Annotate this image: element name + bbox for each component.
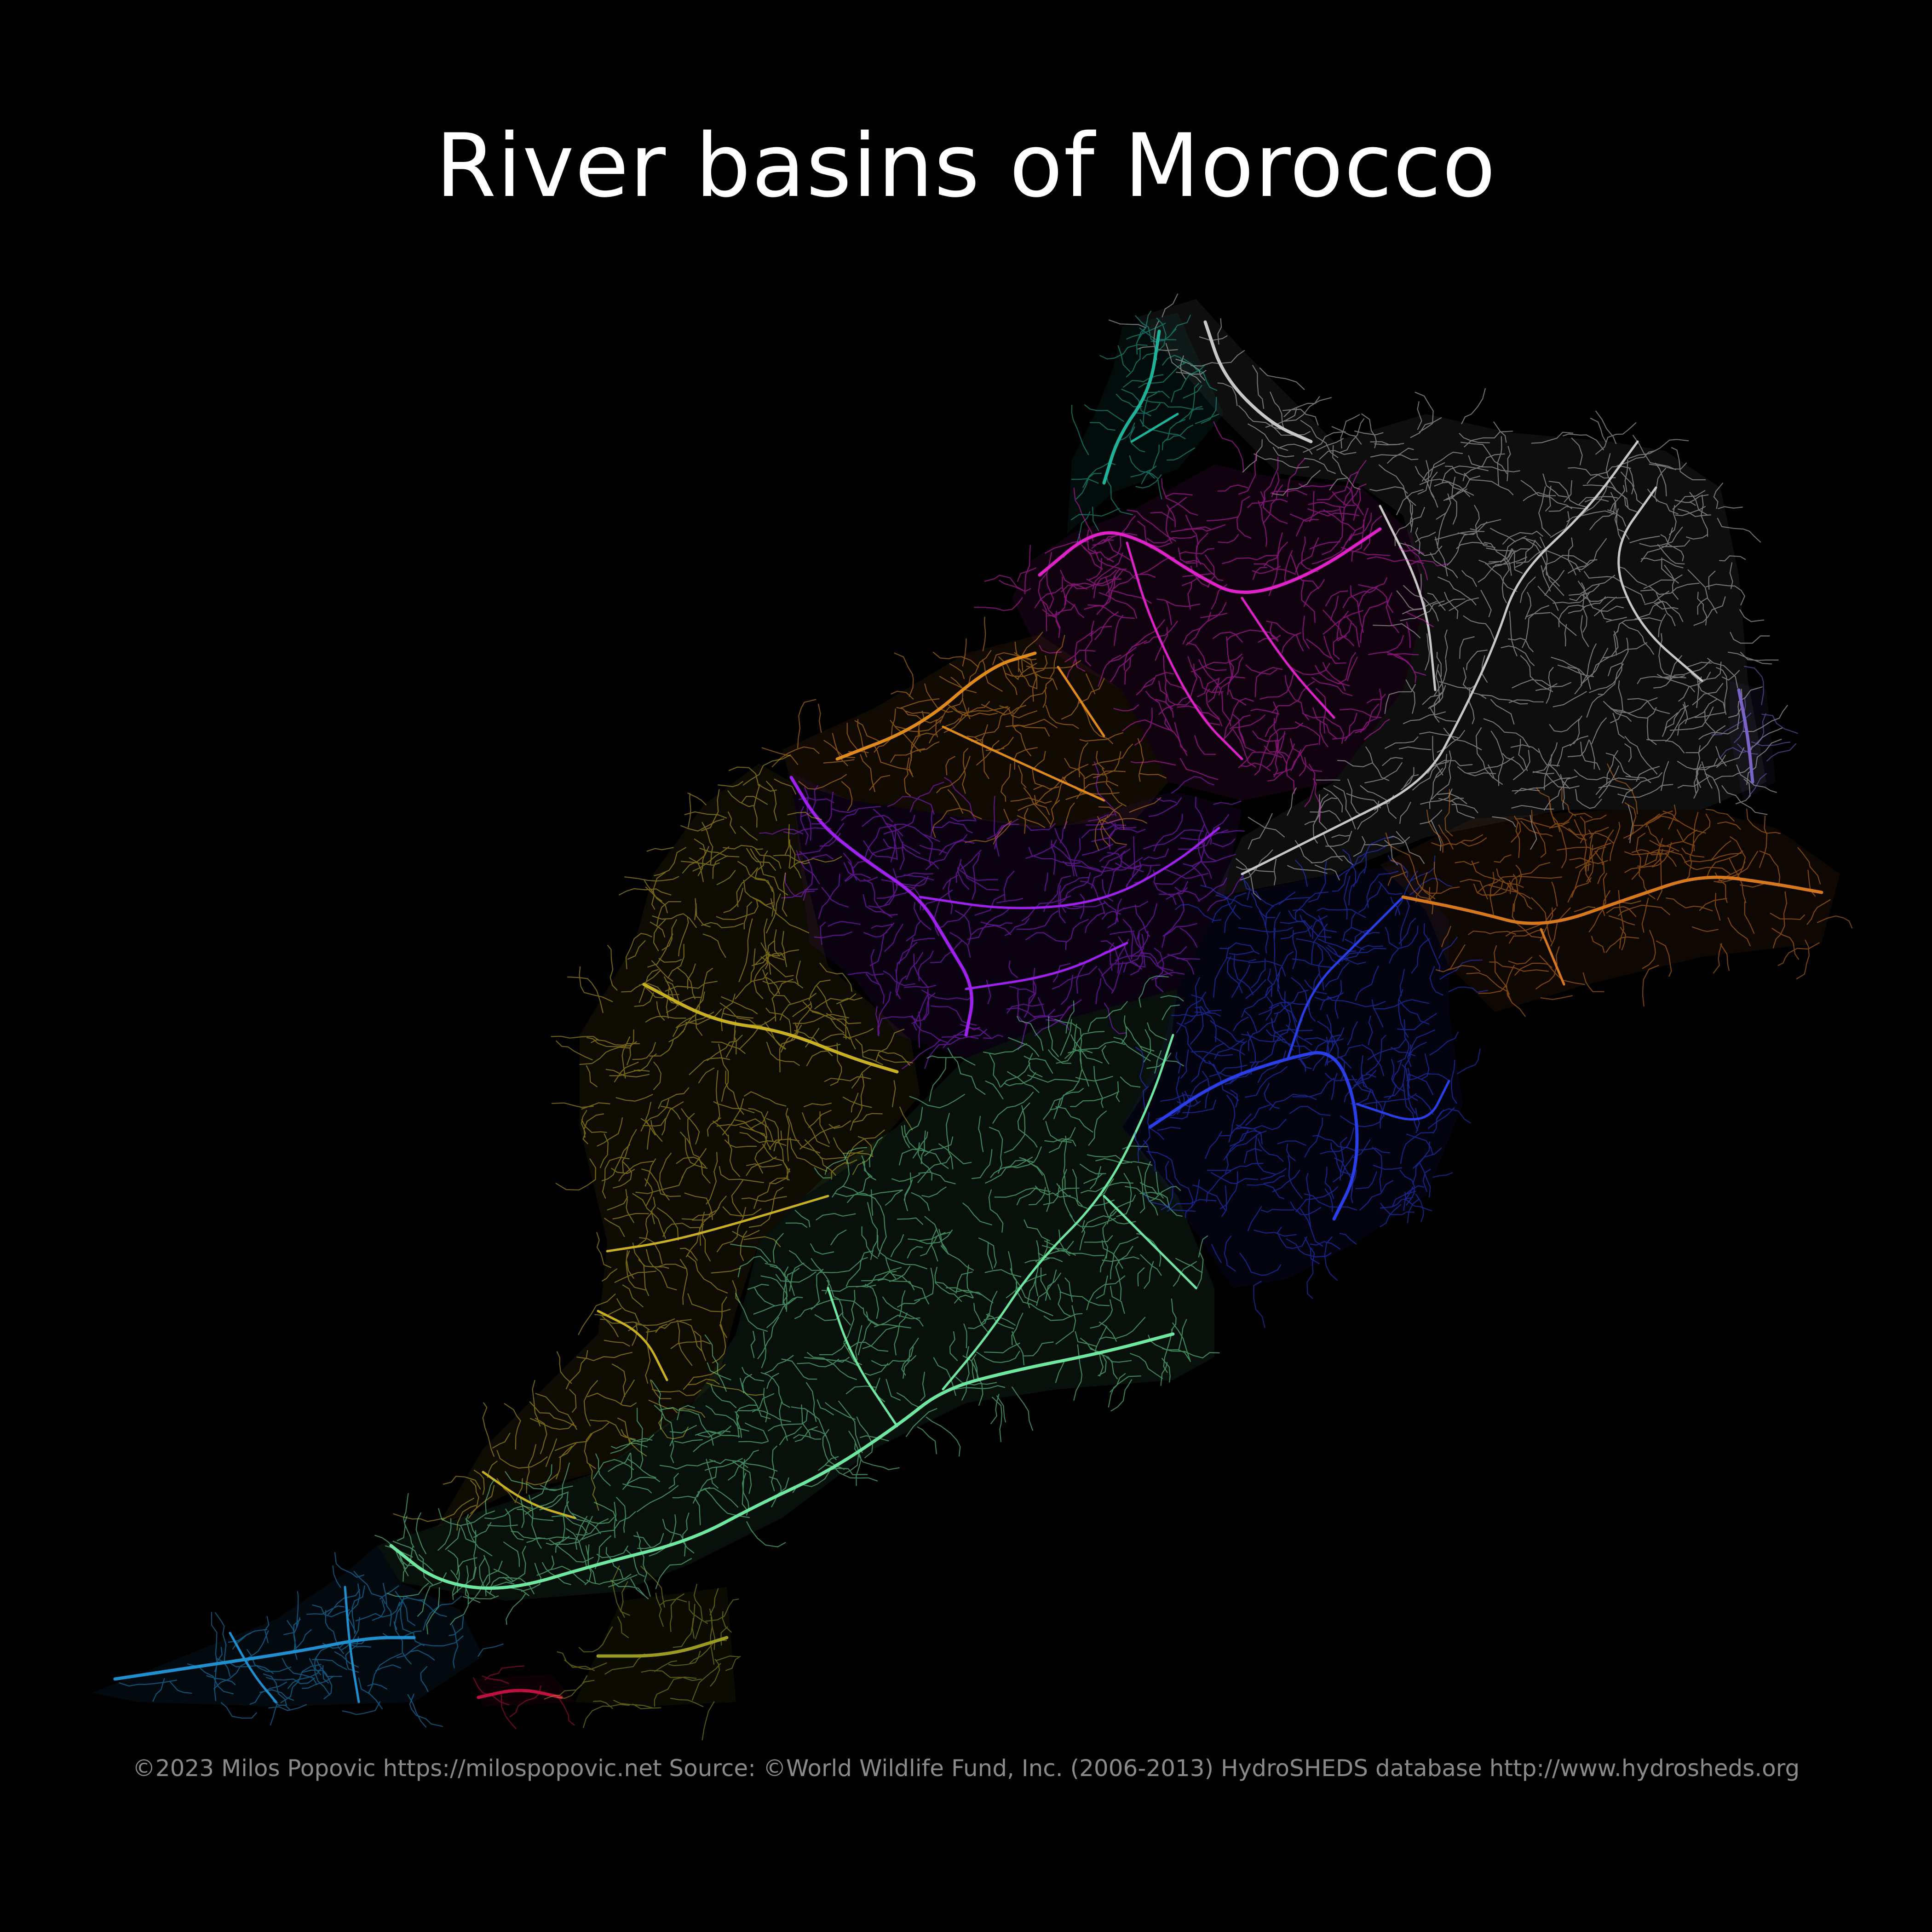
basin-loukkos-tributaries bbox=[1063, 310, 1219, 558]
basin-northeast-main-river-4 bbox=[1379, 505, 1437, 691]
basin-loukkos-main-river-1 bbox=[1102, 329, 1161, 485]
basin-souss-tributary-network bbox=[119, 1552, 504, 1728]
basin-tensift-main-river-2 bbox=[606, 1195, 829, 1253]
basin-draa-main-river-1 bbox=[389, 1332, 1175, 1590]
basin-loukkos-tributary-network bbox=[1063, 310, 1219, 558]
basin-ziz-tributary-network bbox=[1134, 837, 1489, 1328]
basin-ziz-tributaries bbox=[1134, 837, 1489, 1328]
basin-souss-main-river-2 bbox=[344, 1586, 360, 1703]
basin-guir-tributaries bbox=[1385, 763, 1853, 1017]
basin-extra-red-tributaries bbox=[473, 1665, 575, 1729]
source-caption: ©2023 Milos Popovic https://milospopovic… bbox=[132, 1755, 1800, 1782]
basin-layer bbox=[92, 299, 1840, 1707]
basin-oum-er-rbia-main-river-3 bbox=[965, 942, 1128, 990]
basin-extra-red-main-river-1 bbox=[477, 1689, 563, 1699]
basin-souss-main-river-3 bbox=[229, 1632, 277, 1703]
basin-guir-main-river-1 bbox=[1401, 875, 1823, 925]
basin-northeast-main-river-2 bbox=[1241, 440, 1639, 875]
basin-bouregreg-main-river-3 bbox=[1057, 666, 1105, 737]
basin-oum-er-rbia-tributary-network bbox=[759, 761, 1245, 1070]
basin-tensift-main-river-1 bbox=[642, 983, 899, 1074]
basin-souss-tributaries bbox=[119, 1552, 504, 1728]
basin-extra-olive-tributaries bbox=[544, 1565, 741, 1741]
basin-loukkos-main-river-2 bbox=[1130, 413, 1179, 443]
basin-ziz-main-river-2 bbox=[1287, 896, 1404, 1059]
basin-northeast-main-river-1 bbox=[1203, 320, 1313, 443]
river-layer bbox=[113, 293, 1853, 1741]
basin-oum-er-rbia-main-river-2 bbox=[919, 827, 1220, 909]
basin-tensift-tributaries bbox=[393, 754, 913, 1531]
basin-oum-er-rbia-area bbox=[791, 773, 1242, 1058]
basin-extra-violet-main-river-1 bbox=[1737, 688, 1754, 784]
basin-ziz-main-river-3 bbox=[1356, 1080, 1450, 1121]
basin-tensift-main-river-3 bbox=[597, 1310, 668, 1381]
basin-guir-main-river-2 bbox=[1540, 928, 1565, 986]
basin-draa-main-river-2 bbox=[942, 1034, 1174, 1391]
basin-sebou-main-river-2 bbox=[1126, 541, 1243, 760]
basin-bouregreg-main-river-1 bbox=[835, 651, 1037, 761]
basin-tensift-area bbox=[437, 764, 920, 1527]
basin-sebou-tributary-network bbox=[974, 421, 1449, 822]
basin-bouregreg-main-river-2 bbox=[942, 725, 1105, 802]
basin-guir-tributary-network bbox=[1385, 763, 1853, 1017]
basin-sebou-area bbox=[1012, 465, 1426, 800]
basin-extra-violet-area bbox=[1730, 681, 1776, 800]
basin-ziz-area bbox=[1122, 865, 1463, 1288]
map-title: River basins of Morocco bbox=[435, 115, 1497, 217]
basin-extra-red-tributary-network bbox=[473, 1665, 575, 1729]
basin-ziz-main-river-1 bbox=[1148, 1051, 1359, 1221]
basin-draa-main-river-3 bbox=[1103, 1195, 1197, 1289]
basin-extra-olive-tributary-network bbox=[544, 1565, 741, 1741]
basin-extra-olive-main-river-1 bbox=[596, 1636, 729, 1658]
basin-draa-main-river-4 bbox=[827, 1287, 898, 1427]
basin-sebou-main-river-1 bbox=[1038, 527, 1382, 594]
basin-sebou-tributaries bbox=[974, 421, 1449, 822]
basin-northeast-area bbox=[1136, 299, 1766, 897]
basin-northeast-main-river-3 bbox=[1617, 486, 1703, 682]
basin-tensift-tributary-network bbox=[393, 754, 913, 1531]
basin-souss-main-river-1 bbox=[113, 1636, 416, 1681]
basin-draa-area bbox=[377, 989, 1214, 1601]
basin-extra-olive-area bbox=[575, 1587, 736, 1707]
basin-sebou-main-river-3 bbox=[1241, 597, 1335, 719]
basin-oum-er-rbia-tributaries bbox=[759, 761, 1245, 1070]
basin-oum-er-rbia-main-river-1 bbox=[789, 776, 973, 1037]
